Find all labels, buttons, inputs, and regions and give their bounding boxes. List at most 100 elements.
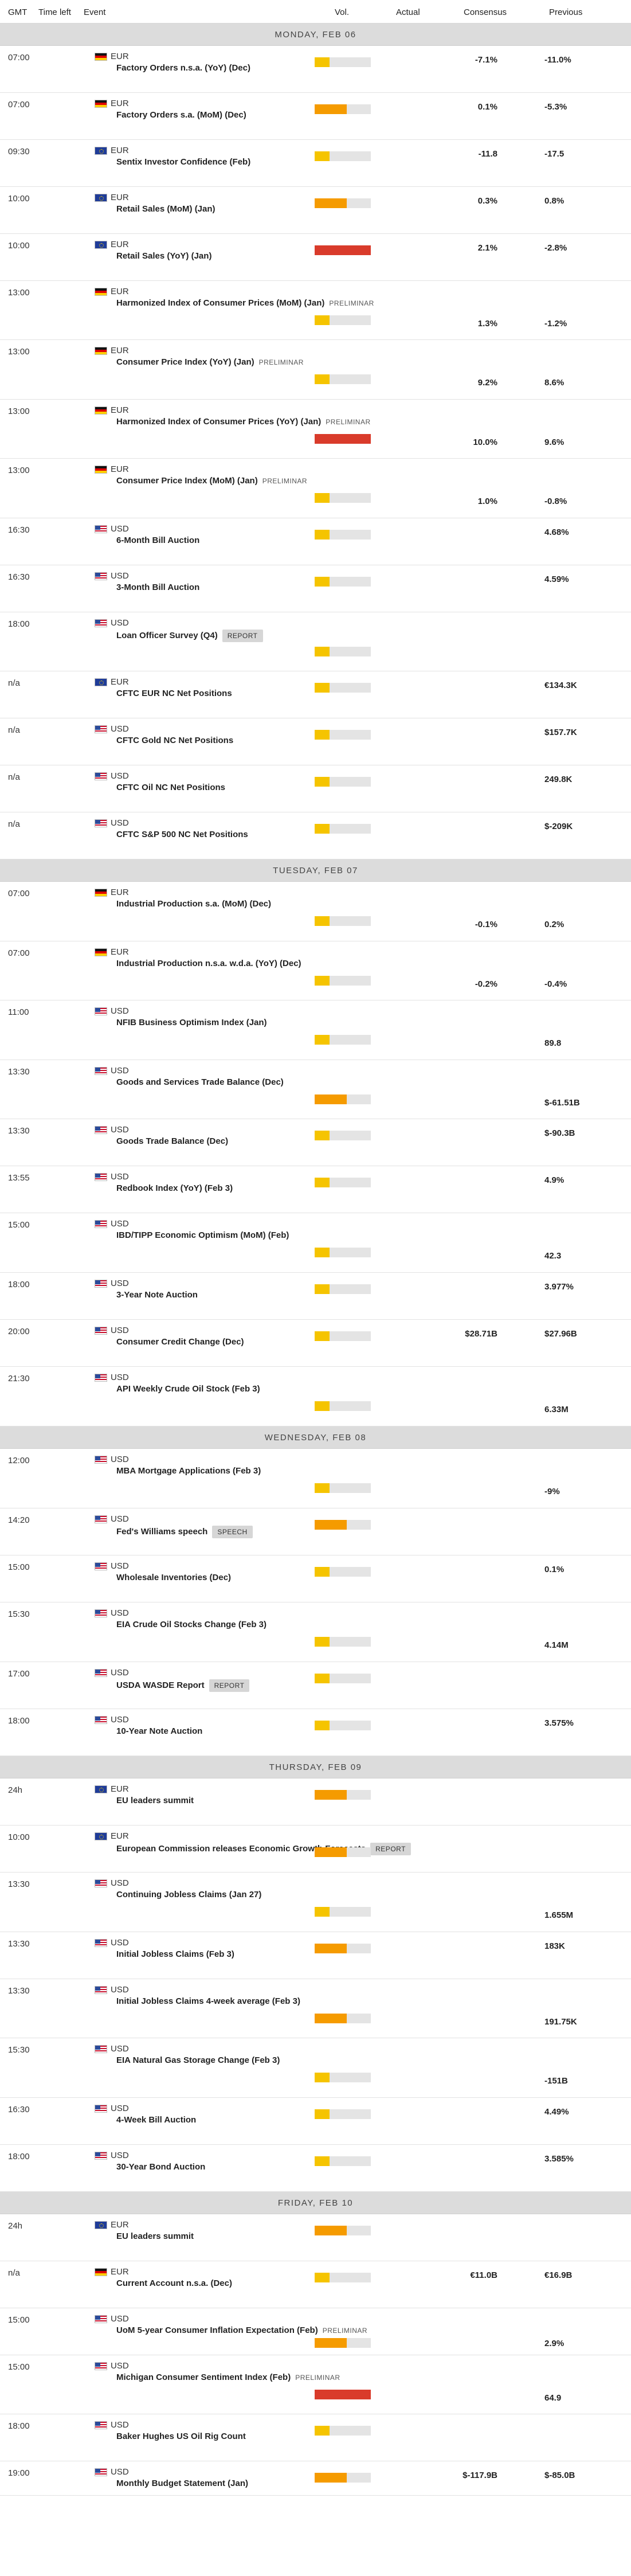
event-title[interactable]: Goods and Services Trade Balance (Dec)	[116, 1077, 284, 1087]
event-name[interactable]: Retail Sales (YoY) (Jan)	[116, 251, 211, 261]
event-title[interactable]: Fed's Williams speech	[116, 1527, 208, 1537]
event-row[interactable]: 15:30 USD EIA Natural Gas Storage Change (…	[0, 2038, 631, 2098]
event-name[interactable]: Industrial Production s.a. (MoM) (Dec)	[116, 899, 271, 909]
event-name[interactable]: Harmonized Index of Consumer Prices (YoY…	[116, 417, 371, 427]
event-name[interactable]: 3-Year Note Auction	[116, 1290, 198, 1300]
event-title[interactable]: Sentix Investor Confidence (Feb)	[116, 157, 251, 167]
event-title[interactable]: CFTC Oil NC Net Positions	[116, 783, 226, 792]
event-row[interactable]: 09:30 EUR Sentix Investor Confidence (Feb)…	[0, 140, 631, 187]
event-row[interactable]: 18:00 USD Loan Officer Survey (Q4) REPORT	[0, 612, 631, 671]
event-name[interactable]: 30-Year Bond Auction	[116, 2162, 205, 2172]
event-name[interactable]: 3-Month Bill Auction	[116, 583, 199, 592]
event-row[interactable]: 18:00 USD 3-Year Note Auction 3.977%	[0, 1273, 631, 1320]
event-row[interactable]: n/a EUR CFTC EUR NC Net Positions €134.3K	[0, 671, 631, 718]
event-row[interactable]: 15:00 USD Wholesale Inventories (Dec) 0.1%	[0, 1555, 631, 1602]
event-row[interactable]: 18:00 USD Baker Hughes US Oil Rig Count	[0, 2414, 631, 2461]
event-name[interactable]: NFIB Business Optimism Index (Jan)	[116, 1018, 267, 1027]
event-name[interactable]: CFTC Gold NC Net Positions	[116, 736, 233, 745]
event-row[interactable]: 07:00 EUR Industrial Production n.s.a. w.d…	[0, 941, 631, 1000]
event-title[interactable]: EIA Crude Oil Stocks Change (Feb 3)	[116, 1620, 266, 1629]
event-title[interactable]: Baker Hughes US Oil Rig Count	[116, 2432, 246, 2441]
event-title[interactable]: Initial Jobless Claims 4-week average (F…	[116, 1996, 300, 2006]
event-row[interactable]: 13:30 USD Continuing Jobless Claims (Jan 2…	[0, 1873, 631, 1932]
event-name[interactable]: Wholesale Inventories (Dec)	[116, 1573, 231, 1582]
event-title[interactable]: EU leaders summit	[116, 2231, 194, 2241]
col-consensus[interactable]: Consensus	[464, 7, 507, 17]
event-title[interactable]: MBA Mortgage Applications (Feb 3)	[116, 1466, 261, 1476]
event-title[interactable]: UoM 5-year Consumer Inflation Expectatio…	[116, 2325, 318, 2335]
event-title[interactable]: Continuing Jobless Claims (Jan 27)	[116, 1890, 262, 1899]
event-row[interactable]: 15:00 USD Michigan Consumer Sentiment Inde…	[0, 2355, 631, 2414]
event-title[interactable]: 10-Year Note Auction	[116, 1726, 203, 1736]
event-title[interactable]: API Weekly Crude Oil Stock (Feb 3)	[116, 1384, 260, 1394]
event-row[interactable]: 11:00 USD NFIB Business Optimism Index (Ja…	[0, 1000, 631, 1060]
event-title[interactable]: EU leaders summit	[116, 1796, 194, 1805]
event-row[interactable]: 16:30 USD 6-Month Bill Auction 4.68%	[0, 518, 631, 565]
event-row[interactable]: 16:30 USD 4-Week Bill Auction 4.49%	[0, 2098, 631, 2145]
event-title[interactable]: Retail Sales (MoM) (Jan)	[116, 204, 215, 214]
event-name[interactable]: European Commission releases Economic Gr…	[116, 1843, 411, 1855]
event-title[interactable]: Wholesale Inventories (Dec)	[116, 1573, 232, 1582]
event-row[interactable]: 14:20 USD Fed's Williams speech SPEECH	[0, 1508, 631, 1555]
event-title[interactable]: 30-Year Bond Auction	[116, 2162, 206, 2172]
event-row[interactable]: 13:30 USD Goods and Services Trade Balance…	[0, 1060, 631, 1119]
event-title[interactable]: Industrial Production n.s.a. w.d.a. (YoY…	[116, 959, 301, 968]
event-row[interactable]: 13:00 EUR Consumer Price Index (MoM) (Jan)…	[0, 459, 631, 518]
event-name[interactable]: Initial Jobless Claims (Feb 3)	[116, 1949, 234, 1959]
col-time-left[interactable]: Time left	[38, 7, 71, 17]
event-row[interactable]: 13:55 USD Redbook Index (YoY) (Feb 3) 4.9%	[0, 1166, 631, 1213]
event-row[interactable]: n/a EUR Current Account n.s.a. (Dec) €11.0B…	[0, 2261, 631, 2308]
event-name[interactable]: Initial Jobless Claims 4-week average (F…	[116, 1996, 300, 2006]
col-previous[interactable]: Previous	[549, 7, 583, 17]
event-name[interactable]: Factory Orders n.s.a. (YoY) (Dec)	[116, 63, 250, 73]
event-name[interactable]: Goods Trade Balance (Dec)	[116, 1136, 228, 1146]
event-row[interactable]: 24h EUR EU leaders summit	[0, 1778, 631, 1826]
event-row[interactable]: 07:00 EUR Factory Orders s.a. (MoM) (Dec) 0…	[0, 93, 631, 140]
event-row[interactable]: 17:00 USD USDA WASDE Report REPORT	[0, 1662, 631, 1709]
event-row[interactable]: 20:00 USD Consumer Credit Change (Dec) $28.…	[0, 1320, 631, 1367]
event-name[interactable]: UoM 5-year Consumer Inflation Expectatio…	[116, 2325, 367, 2335]
event-name[interactable]: CFTC Oil NC Net Positions	[116, 783, 225, 792]
event-name[interactable]: Current Account n.s.a. (Dec)	[116, 2278, 232, 2288]
event-title[interactable]: 3-Year Note Auction	[116, 1290, 198, 1300]
event-name[interactable]: Fed's Williams speech SPEECH	[116, 1526, 253, 1538]
event-name[interactable]: EU leaders summit	[116, 1796, 194, 1805]
event-name[interactable]: EIA Natural Gas Storage Change (Feb 3)	[116, 2055, 280, 2065]
event-row[interactable]: 15:00 USD UoM 5-year Consumer Inflation Ex…	[0, 2308, 631, 2355]
event-name[interactable]: Retail Sales (MoM) (Jan)	[116, 204, 215, 214]
event-row[interactable]: 10:00 EUR Retail Sales (YoY) (Jan) 2.1% -2.8…	[0, 234, 631, 281]
event-row[interactable]: 13:00 EUR Harmonized Index of Consumer Pri…	[0, 281, 631, 340]
event-title[interactable]: Michigan Consumer Sentiment Index (Feb)	[116, 2372, 291, 2382]
event-row[interactable]: 07:00 EUR Factory Orders n.s.a. (YoY) (Dec…	[0, 46, 631, 93]
event-row[interactable]: 12:00 USD MBA Mortgage Applications (Feb 3…	[0, 1449, 631, 1508]
event-title[interactable]: Monthly Budget Statement (Jan)	[116, 2479, 249, 2488]
event-name[interactable]: EU leaders summit	[116, 2231, 194, 2241]
event-name[interactable]: USDA WASDE Report REPORT	[116, 1679, 250, 1692]
event-row[interactable]: 16:30 USD 3-Month Bill Auction 4.59%	[0, 565, 631, 612]
event-row[interactable]: 19:00 USD Monthly Budget Statement (Jan) $-…	[0, 2461, 631, 2496]
event-name[interactable]: MBA Mortgage Applications (Feb 3)	[116, 1466, 261, 1476]
event-row[interactable]: n/a USD CFTC Oil NC Net Positions 249.8K	[0, 765, 631, 812]
event-row[interactable]: 10:00 EUR European Commission releases Eco…	[0, 1826, 631, 1873]
event-title[interactable]: Goods Trade Balance (Dec)	[116, 1136, 229, 1146]
event-title[interactable]: NFIB Business Optimism Index (Jan)	[116, 1018, 267, 1027]
event-title[interactable]: IBD/TIPP Economic Optimism (MoM) (Feb)	[116, 1230, 289, 1240]
event-row[interactable]: 18:00 USD 30-Year Bond Auction 3.585%	[0, 2145, 631, 2192]
event-row[interactable]: 13:30 USD Goods Trade Balance (Dec) $-90.3B	[0, 1119, 631, 1166]
event-name[interactable]: EIA Crude Oil Stocks Change (Feb 3)	[116, 1620, 266, 1629]
event-title[interactable]: Factory Orders s.a. (MoM) (Dec)	[116, 110, 246, 120]
event-row[interactable]: 24h EUR EU leaders summit	[0, 2214, 631, 2261]
event-title[interactable]: 4-Week Bill Auction	[116, 2115, 197, 2125]
event-name[interactable]: Industrial Production n.s.a. w.d.a. (YoY…	[116, 959, 301, 968]
event-row[interactable]: 15:30 USD EIA Crude Oil Stocks Change (Feb…	[0, 1602, 631, 1662]
event-title[interactable]: USDA WASDE Report	[116, 1680, 205, 1690]
event-row[interactable]: 13:30 USD Initial Jobless Claims 4-week av…	[0, 1979, 631, 2038]
event-title[interactable]: Retail Sales (YoY) (Jan)	[116, 251, 212, 261]
col-actual[interactable]: Actual	[396, 7, 420, 17]
event-title[interactable]: Industrial Production s.a. (MoM) (Dec)	[116, 899, 272, 909]
event-name[interactable]: CFTC EUR NC Net Positions	[116, 689, 232, 698]
col-gmt[interactable]: GMT	[8, 7, 28, 17]
event-row[interactable]: n/a USD CFTC S&P 500 NC Net Positions $-209…	[0, 812, 631, 859]
col-event[interactable]: Event	[84, 7, 106, 17]
event-row[interactable]: 10:00 EUR Retail Sales (MoM) (Jan) 0.3% 0.8%	[0, 187, 631, 234]
